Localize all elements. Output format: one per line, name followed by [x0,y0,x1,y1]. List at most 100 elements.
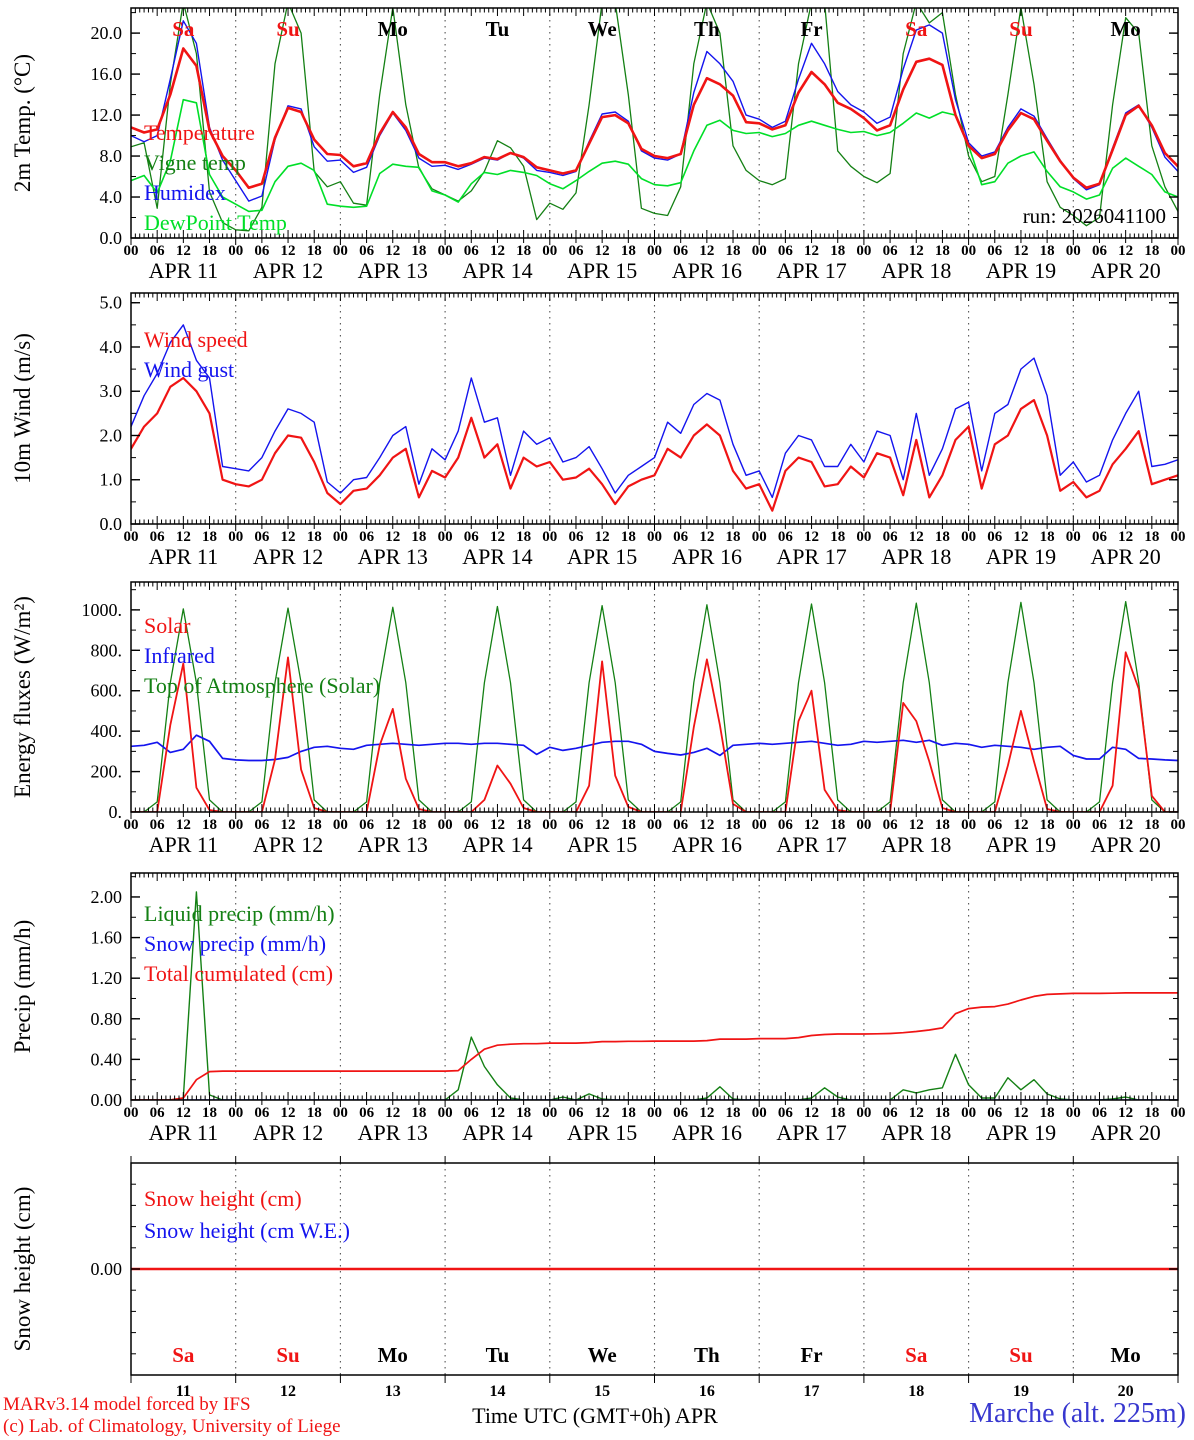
hour-tick-label: 06 [150,1105,166,1121]
hour-tick-label: 12 [1013,1105,1028,1121]
hour-tick-label: 00 [124,529,139,545]
hour-tick-label: 06 [1092,1105,1108,1121]
run-label: run: 2026041100 [1022,204,1166,228]
date-label: APR 14 [462,1120,532,1145]
date-label: APR 17 [776,544,846,569]
series-group [131,8,1178,232]
hour-tick-label: 00 [856,817,871,833]
hour-tick-label: 06 [150,817,166,833]
hour-tick-label: 12 [176,529,191,545]
hour-tick-label: 18 [726,1105,741,1121]
hour-tick-label: 18 [411,529,426,545]
hour-tick-label: 06 [883,529,899,545]
hour-tick-label: 12 [1118,817,1133,833]
date-label: APR 12 [253,544,323,569]
y-axis-title: Snow height (cm) [10,1187,35,1352]
day-number-label: 14 [489,1383,505,1400]
hour-tick-label: 00 [856,529,871,545]
y-tick-label: 0. [109,802,123,822]
date-label: APR 19 [986,1120,1056,1145]
hour-tick-label: 12 [385,529,400,545]
series-dewpoint-temp-line [131,98,1178,213]
date-label: APR 17 [776,832,846,857]
hour-tick-label: 12 [490,529,505,545]
hour-tick-label: 00 [961,817,976,833]
legend-snow-height-cm-w-e: Snow height (cm W.E.) [144,1218,350,1243]
hour-tick-label: 12 [699,817,714,833]
hour-tick-label: 12 [385,817,400,833]
series-vigne-temp-line [131,8,1178,232]
y-tick-label: 12.0 [91,105,123,125]
hour-tick-label: 06 [883,1105,899,1121]
hour-tick-label: 00 [647,817,662,833]
hour-tick-label: 12 [595,817,610,833]
y-tick-label: 1.60 [91,928,123,948]
y-tick-label: 0.80 [91,1009,123,1029]
hour-tick-label: 00 [1171,817,1186,833]
hour-tick-label: 06 [254,529,270,545]
date-label: APR 17 [776,258,846,283]
hour-tick-label: 12 [804,1105,819,1121]
y-tick-label: 0.40 [91,1049,123,1069]
day-name-label: Th [694,1343,720,1367]
hour-tick-label: 18 [411,243,426,259]
y-tick-label: 8.0 [100,146,123,166]
hour-tick-label: 18 [935,529,950,545]
hour-tick-label: 12 [281,1105,296,1121]
hour-tick-label: 00 [856,1105,871,1121]
hour-tick-label: 18 [1144,817,1159,833]
day-name-label: Sa [172,1343,195,1367]
hour-tick-label: 06 [254,817,270,833]
hour-tick-label: 18 [621,817,636,833]
hour-tick-label: 06 [359,1105,375,1121]
day-name-label: Fr [800,17,822,41]
panel-temperature: 0.0 4.0 8.0 12.0 16.0 20.0 00 06 12 18 00 06 12 18 00 0… [10,7,1186,283]
hour-tick-label: 00 [333,1105,348,1121]
hour-tick-label: 00 [961,243,976,259]
y-tick-label: 0.00 [91,1259,123,1279]
date-label: APR 12 [253,832,323,857]
hour-tick-label: 06 [464,817,480,833]
hour-tick-label: 12 [804,529,819,545]
hour-tick-label: 18 [307,1105,322,1121]
date-label: APR 19 [986,832,1056,857]
hour-tick-label: 18 [1040,529,1055,545]
panel-precipitation: 0.00 0.40 0.80 1.20 1.60 2.00 00 06 12 18 00 06 12 18… [10,872,1186,1145]
series-group [131,891,1178,1100]
y-tick-label: 0.0 [100,514,123,534]
date-label: APR 12 [253,1120,323,1145]
date-label: APR 15 [567,832,637,857]
hour-tick-label: 00 [1066,817,1081,833]
y-tick-label: 0.00 [91,1090,123,1110]
date-label: APR 14 [462,832,532,857]
series-group [131,600,1178,812]
date-label: APR 14 [462,258,532,283]
hour-tick-label: 12 [490,1105,505,1121]
day-name-label: Su [276,17,300,41]
hour-tick-label: 12 [1013,529,1028,545]
hour-tick-label: 12 [909,243,924,259]
hour-tick-label: 06 [778,529,794,545]
hour-tick-label: 06 [464,529,480,545]
date-label: APR 11 [149,258,218,283]
hour-tick-label: 18 [1040,243,1055,259]
hour-tick-label: 18 [516,1105,531,1121]
date-label: APR 11 [149,832,218,857]
date-label: APR 20 [1091,544,1161,569]
hour-tick-label: 06 [778,1105,794,1121]
panel-energy_fluxes: 0. 200. 400. 600. 800. 1000. 00 06 12 18 00 06 12 18 0… [10,581,1186,857]
hour-tick-label: 18 [1144,1105,1159,1121]
hour-tick-label: 18 [1144,529,1159,545]
hour-tick-label: 00 [333,529,348,545]
date-label: APR 20 [1091,1120,1161,1145]
hour-tick-label: 06 [464,1105,480,1121]
hour-tick-label: 06 [883,817,899,833]
series-top-of-atmosphere-solar-line [131,600,1178,812]
hour-tick-label: 12 [804,243,819,259]
hour-tick-label: 12 [1118,1105,1133,1121]
hour-tick-label: 06 [254,1105,270,1121]
date-label: APR 16 [672,1120,742,1145]
day-name-label: Su [1009,1343,1033,1367]
y-axis-title: 2m Temp. (°C) [10,54,35,192]
hour-tick-label: 12 [490,817,505,833]
